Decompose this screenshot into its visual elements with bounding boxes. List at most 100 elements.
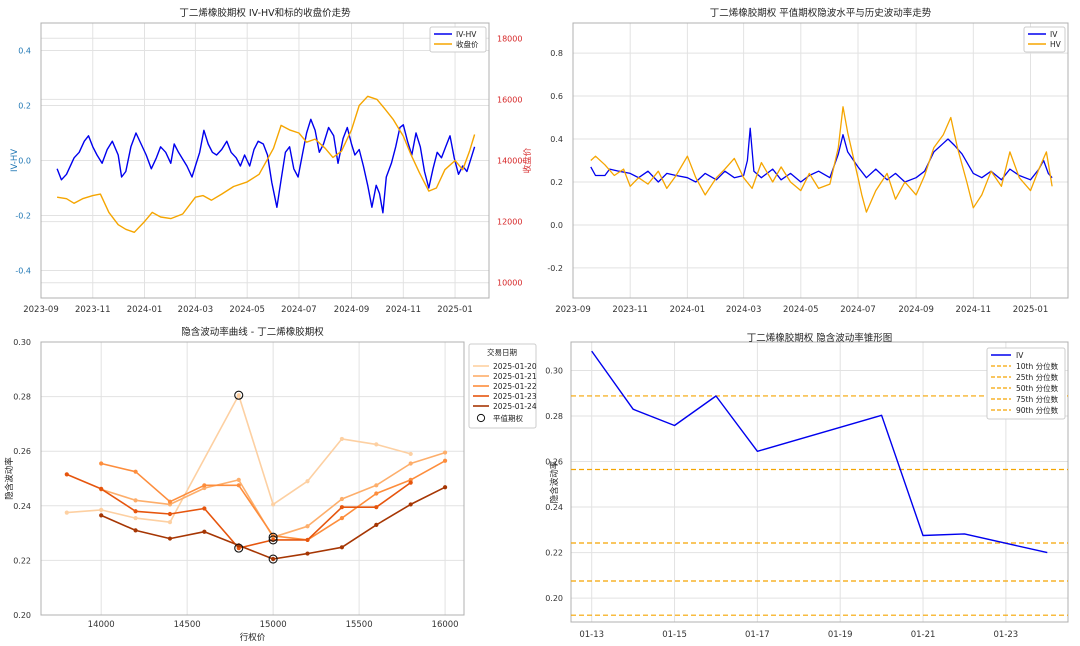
series-point bbox=[271, 502, 276, 507]
x-tick-label: 2024-03 bbox=[178, 305, 214, 315]
series-point bbox=[442, 450, 448, 455]
x-tick-label: 2024-05 bbox=[783, 305, 819, 315]
plot-frame bbox=[572, 22, 1069, 299]
series-point bbox=[133, 509, 138, 514]
y-axis-label: 隐含波动率 bbox=[4, 457, 15, 500]
series-point bbox=[374, 505, 379, 510]
series-point bbox=[305, 479, 310, 484]
series-point bbox=[99, 461, 104, 466]
y-tick-label: 0.28 bbox=[13, 393, 31, 402]
x-tick-label: 2024-07 bbox=[281, 305, 317, 315]
y-tick-label: 0.0 bbox=[18, 157, 31, 166]
series-point bbox=[99, 507, 104, 512]
x-tick-label: 2024-05 bbox=[229, 305, 265, 315]
legend-label: IV bbox=[1016, 351, 1024, 360]
y-axis-label: IV-HV bbox=[10, 149, 20, 172]
y2-axis-label: 收盘价 bbox=[522, 147, 533, 173]
chart-iv-vs-hv: 2023-09 2023-11 2024-01 2024-03 2024-05 2024-… bbox=[547, 7, 1069, 315]
y-tick-label: 0.26 bbox=[13, 447, 31, 456]
x-tick-label: 01-17 bbox=[745, 630, 770, 640]
x-tick-label: 2025-01 bbox=[437, 305, 473, 315]
series-point bbox=[339, 436, 345, 442]
x-tick-label: 2024-09 bbox=[334, 305, 370, 315]
series-point bbox=[202, 529, 207, 534]
x-tick-label: 2023-09 bbox=[555, 305, 591, 315]
series-point bbox=[305, 551, 310, 556]
series-point bbox=[64, 510, 69, 515]
series-point bbox=[374, 522, 379, 528]
y-tick-label: 0.30 bbox=[13, 338, 31, 347]
series-point bbox=[133, 528, 138, 533]
legend-label: 2025-01-22 bbox=[493, 382, 537, 391]
series-point bbox=[202, 483, 207, 488]
legend: 交易日期2025-01-202025-01-212025-01-222025-0… bbox=[468, 343, 537, 429]
y-tick-label: 0.2 bbox=[18, 102, 31, 111]
series-point bbox=[167, 499, 173, 504]
atm-marker bbox=[234, 543, 244, 553]
series-point bbox=[374, 491, 379, 496]
y-tick-label: 0.30 bbox=[545, 366, 563, 375]
legend-label: 2025-01-20 bbox=[493, 362, 537, 371]
chart-title: 丁二烯橡胶期权 IV-HV和标的收盘价走势 bbox=[179, 7, 351, 19]
legend-label: 2025-01-21 bbox=[493, 372, 537, 381]
y-tick-label: 0.0 bbox=[550, 221, 563, 230]
x-tick-label: 01-21 bbox=[911, 630, 936, 640]
series-close-price-line bbox=[56, 95, 476, 234]
x-tick-label: 15000 bbox=[260, 620, 287, 630]
chart-title: 隐含波动率曲线 - 丁二烯橡胶期权 bbox=[181, 326, 324, 338]
series-iv-line bbox=[591, 350, 1048, 554]
y2-tick-label: 10000 bbox=[497, 279, 522, 288]
y-tick-label: 0.20 bbox=[545, 594, 563, 603]
x-axis-label: 行权价 bbox=[240, 632, 266, 643]
y-tick-label: 0.6 bbox=[550, 92, 563, 101]
series-iv-hv-line bbox=[56, 118, 476, 214]
series-point bbox=[64, 472, 69, 477]
series-point bbox=[374, 442, 379, 447]
legend-label: 收盘价 bbox=[456, 39, 479, 49]
x-tick-label: 2024-11 bbox=[956, 305, 992, 315]
x-tick-label: 01-13 bbox=[579, 630, 604, 640]
x-tick-label: 01-15 bbox=[662, 630, 687, 640]
series-point bbox=[305, 537, 310, 543]
atm-marker bbox=[234, 390, 244, 400]
y2-tick-label: 16000 bbox=[497, 95, 522, 104]
series-point bbox=[133, 469, 138, 474]
series-point bbox=[99, 486, 104, 491]
series-point bbox=[305, 524, 310, 529]
legend-label: 25th 分位数 bbox=[1016, 372, 1059, 382]
series-iv-line bbox=[590, 127, 1053, 183]
legend-label: 75th 分位数 bbox=[1016, 394, 1059, 404]
y-tick-label: 0.4 bbox=[550, 135, 563, 144]
x-tick-label: 2024-01 bbox=[670, 305, 706, 315]
series-point bbox=[133, 515, 138, 521]
y-tick-label: 0.26 bbox=[545, 458, 563, 467]
plot-frame bbox=[40, 22, 490, 299]
legend-label: 90th 分位数 bbox=[1016, 405, 1059, 415]
series-point bbox=[339, 496, 345, 502]
legend-atm-label: 平值期权 bbox=[493, 413, 523, 423]
y-tick-label: 0.20 bbox=[13, 611, 31, 620]
legend-label: 50th 分位数 bbox=[1016, 383, 1059, 393]
y-tick-label: 0.2 bbox=[550, 178, 563, 187]
chart-iv-smile: 14000 14500 15000 15500 16000 0.20 0.22 0.24 0.2… bbox=[4, 326, 537, 643]
y2-tick-label: 14000 bbox=[497, 157, 522, 166]
series-point bbox=[408, 451, 413, 457]
x-tick-label: 01-23 bbox=[994, 630, 1019, 640]
legend-label: 10th 分位数 bbox=[1016, 361, 1059, 371]
series-point bbox=[236, 393, 241, 398]
legend-atm-marker bbox=[476, 413, 486, 423]
series-point bbox=[236, 483, 241, 488]
series-point bbox=[408, 502, 413, 507]
series-point bbox=[442, 458, 448, 463]
chart-title: 丁二烯橡胶期权 平值期权隐波水平与历史波动率走势 bbox=[710, 7, 932, 19]
series-point bbox=[99, 513, 104, 518]
series-point bbox=[339, 515, 345, 521]
x-tick-label: 16000 bbox=[432, 620, 459, 630]
series-point bbox=[442, 485, 448, 490]
x-tick-label: 2024-11 bbox=[386, 305, 422, 315]
atm-marker bbox=[268, 535, 278, 545]
